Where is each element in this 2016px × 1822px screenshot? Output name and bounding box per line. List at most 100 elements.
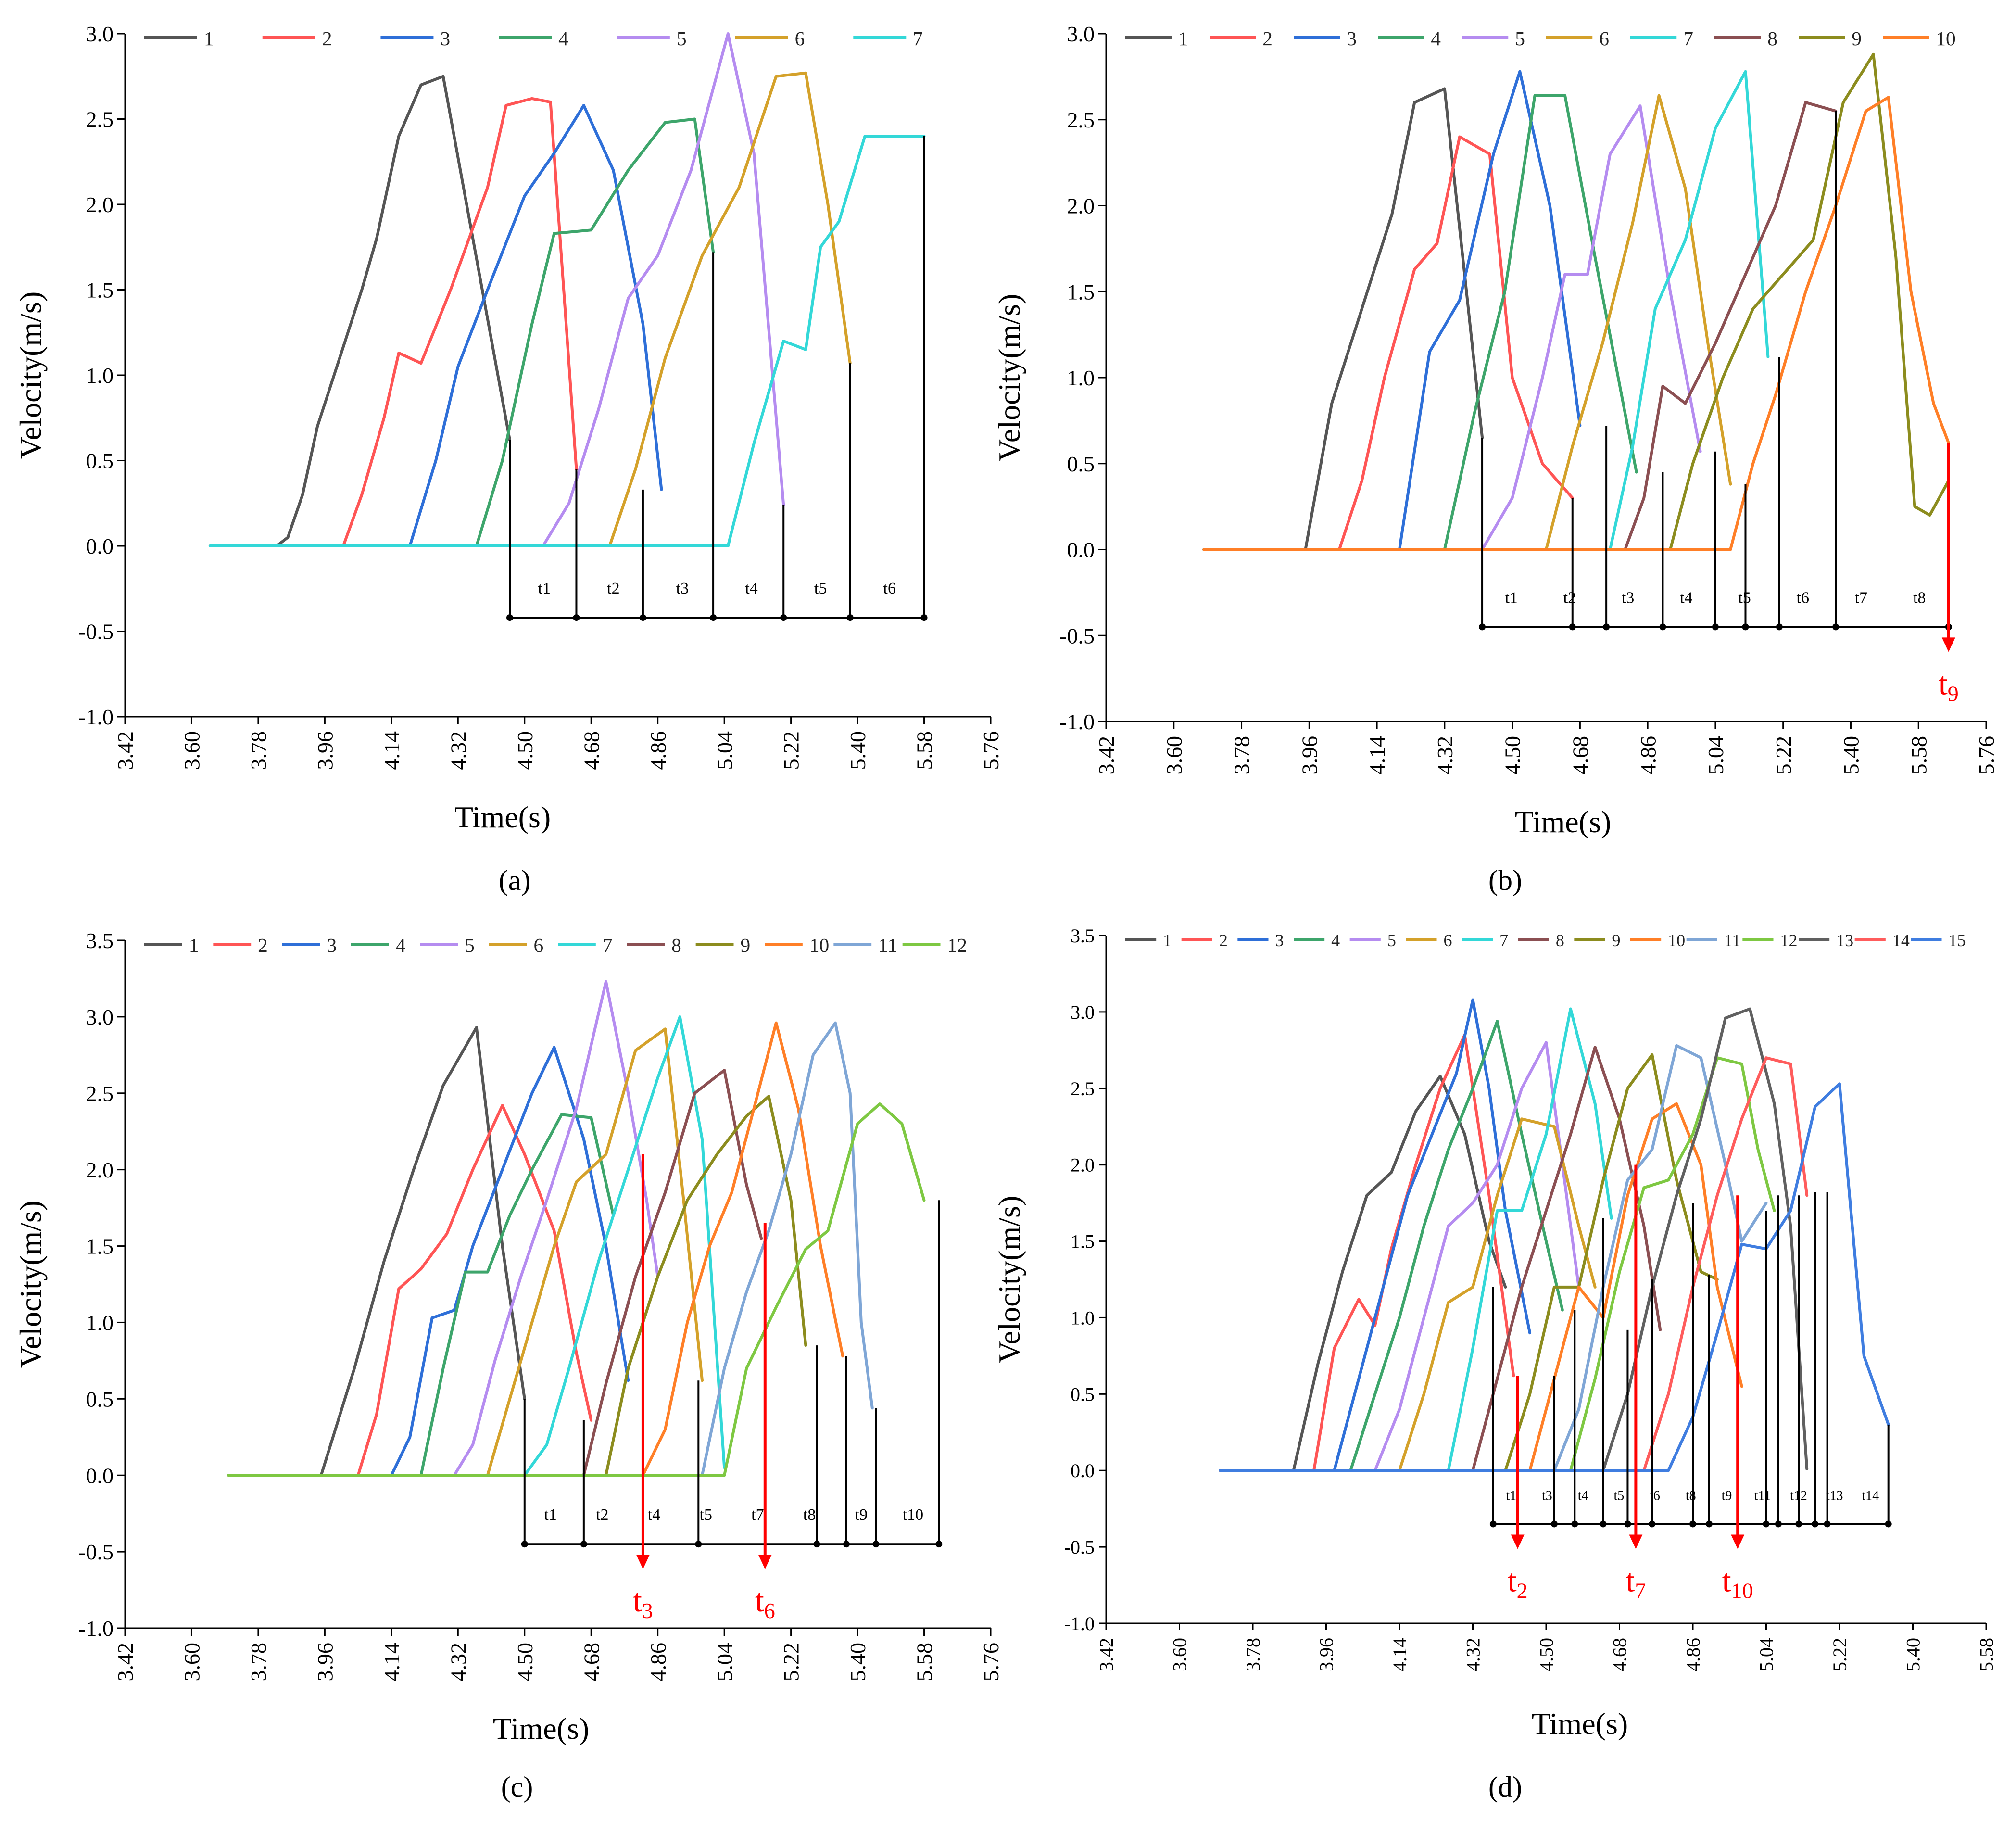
series-line-4 — [1219, 1020, 1564, 1472]
x-tick-label: 5.58 — [1976, 1638, 1997, 1671]
series-line-9 — [227, 1095, 807, 1477]
series-line-3 — [1202, 70, 1582, 551]
bracket-tick — [639, 614, 646, 621]
x-tick-label: 5.76 — [979, 1643, 1003, 1682]
legend-label: 1 — [1163, 931, 1172, 950]
legend-label: 2 — [1262, 27, 1273, 50]
x-tick-label: 5.40 — [845, 1643, 870, 1682]
series-line-11 — [1219, 1044, 1768, 1472]
y-tick-label: 0.5 — [86, 1387, 114, 1411]
bracket-tick — [1885, 1520, 1892, 1528]
y-tick-label: -0.5 — [78, 1540, 113, 1564]
x-tick-label: 3.60 — [1169, 1638, 1191, 1671]
legend-label: 14 — [1892, 931, 1910, 950]
y-tick-label: 1.5 — [86, 1234, 114, 1259]
x-tick-label: 5.58 — [1906, 736, 1931, 775]
panel-b: -1.0 -0.5 0.0 0.5 1.0 1.5 2.0 2.5 3.0 3.42 3.60 3.7… — [992, 22, 1999, 896]
bracket-tick — [846, 614, 854, 621]
series-line-5 — [227, 980, 659, 1477]
bracket-tick — [573, 614, 580, 621]
interval-label: t12 — [1790, 1488, 1807, 1503]
bracket-tick — [1712, 623, 1719, 631]
y-tick-label: 3.0 — [86, 1005, 114, 1029]
x-tick-label: 3.42 — [1094, 736, 1119, 775]
bracket-tick — [580, 1541, 587, 1548]
bracket-tick — [710, 614, 717, 621]
bracket-tick — [1489, 1520, 1497, 1528]
series-line-4 — [208, 117, 715, 547]
bracket-tick — [506, 614, 513, 621]
legend-label: 6 — [1599, 27, 1609, 50]
series-line-11 — [227, 1021, 874, 1477]
series-line-9 — [1219, 1053, 1719, 1472]
x-tick-label: 4.68 — [1568, 736, 1592, 775]
interval-label: t4 — [1578, 1488, 1588, 1503]
interval-label: t11 — [1754, 1488, 1771, 1503]
interval-label: t5 — [699, 1506, 712, 1524]
legend-label: 7 — [1499, 931, 1508, 950]
red-marker-label: t7 — [1625, 1562, 1646, 1603]
x-tick-label: 5.40 — [845, 731, 870, 770]
bracket-tick — [1742, 623, 1749, 631]
x-tick-label: 3.96 — [1316, 1638, 1337, 1671]
legend-label: 8 — [1556, 931, 1564, 950]
x-tick-label: 4.14 — [379, 1643, 404, 1682]
x-tick-label: 3.60 — [180, 731, 204, 770]
x-tick-label: 3.42 — [1096, 1638, 1117, 1671]
x-tick-label: 3.96 — [313, 731, 337, 770]
series-line-5 — [208, 32, 785, 547]
x-tick-label: 4.50 — [1536, 1638, 1557, 1671]
x-tick-label: 5.58 — [912, 731, 937, 770]
bracket-tick — [1569, 623, 1576, 631]
red-marker-arrow — [1629, 1534, 1643, 1549]
legend-label: 2 — [258, 934, 268, 956]
panel-label: (b) — [1488, 864, 1522, 896]
y-tick-label: 2.5 — [86, 1081, 114, 1106]
y-tick-label: 3.5 — [86, 928, 114, 953]
x-tick-label: 3.96 — [313, 1643, 337, 1682]
legend-label: 15 — [1949, 931, 1966, 950]
legend-label: 9 — [741, 934, 751, 956]
legend-label: 10 — [809, 934, 829, 956]
legend-label: 10 — [1936, 27, 1955, 50]
series-line-8 — [1219, 1046, 1662, 1472]
panel-c: -1.0 -0.5 0.0 0.5 1.0 1.5 2.0 2.5 3.0 3.5 3.42 3.60… — [13, 928, 1003, 1803]
x-tick-label: 5.76 — [1974, 736, 1999, 775]
interval-label: t8 — [1686, 1488, 1696, 1503]
series-line-5 — [1219, 1041, 1580, 1472]
red-marker-arrow — [1511, 1534, 1525, 1549]
y-tick-label: 1.0 — [1067, 366, 1095, 390]
x-tick-label: 3.78 — [246, 1643, 271, 1682]
x-tick-label: 4.32 — [1462, 1638, 1484, 1671]
bracket-tick — [1479, 623, 1486, 631]
interval-label: t2 — [1563, 589, 1576, 607]
y-tick-label: 2.5 — [1071, 1078, 1095, 1100]
y-tick-label: 0.0 — [86, 1463, 114, 1488]
panel-label: (a) — [499, 864, 531, 896]
y-tick-label: 2.0 — [86, 192, 114, 217]
y-tick-label: 3.0 — [1071, 1001, 1095, 1023]
legend-label: 5 — [1515, 27, 1525, 50]
red-marker-label: t10 — [1722, 1562, 1753, 1603]
series-line-10 — [1219, 1102, 1743, 1472]
series-line-12 — [227, 1102, 926, 1477]
x-tick-label: 5.04 — [1756, 1638, 1777, 1671]
x-tick-label: 5.22 — [1829, 1638, 1851, 1671]
interval-label: t6 — [1797, 589, 1809, 607]
bracket-tick — [1824, 1520, 1831, 1528]
legend-label: 1 — [204, 27, 214, 50]
y-tick-label: 0.0 — [1067, 538, 1095, 562]
legend-label: 8 — [671, 934, 681, 956]
series-line-13 — [1219, 1007, 1809, 1472]
interval-label: t7 — [1855, 589, 1867, 607]
legend-label: 4 — [1331, 931, 1340, 950]
interval-label: t8 — [1913, 589, 1926, 607]
y-axis-title: Velocity(m/s) — [992, 1196, 1026, 1363]
x-tick-label: 4.86 — [1636, 736, 1660, 775]
interval-label: t3 — [1542, 1488, 1552, 1503]
y-axis-title: Velocity(m/s) — [992, 294, 1026, 461]
y-tick-label: 0.0 — [86, 534, 114, 558]
red-marker-arrow — [636, 1555, 650, 1569]
x-tick-label: 4.50 — [513, 1643, 537, 1682]
legend-label: 11 — [878, 934, 897, 956]
